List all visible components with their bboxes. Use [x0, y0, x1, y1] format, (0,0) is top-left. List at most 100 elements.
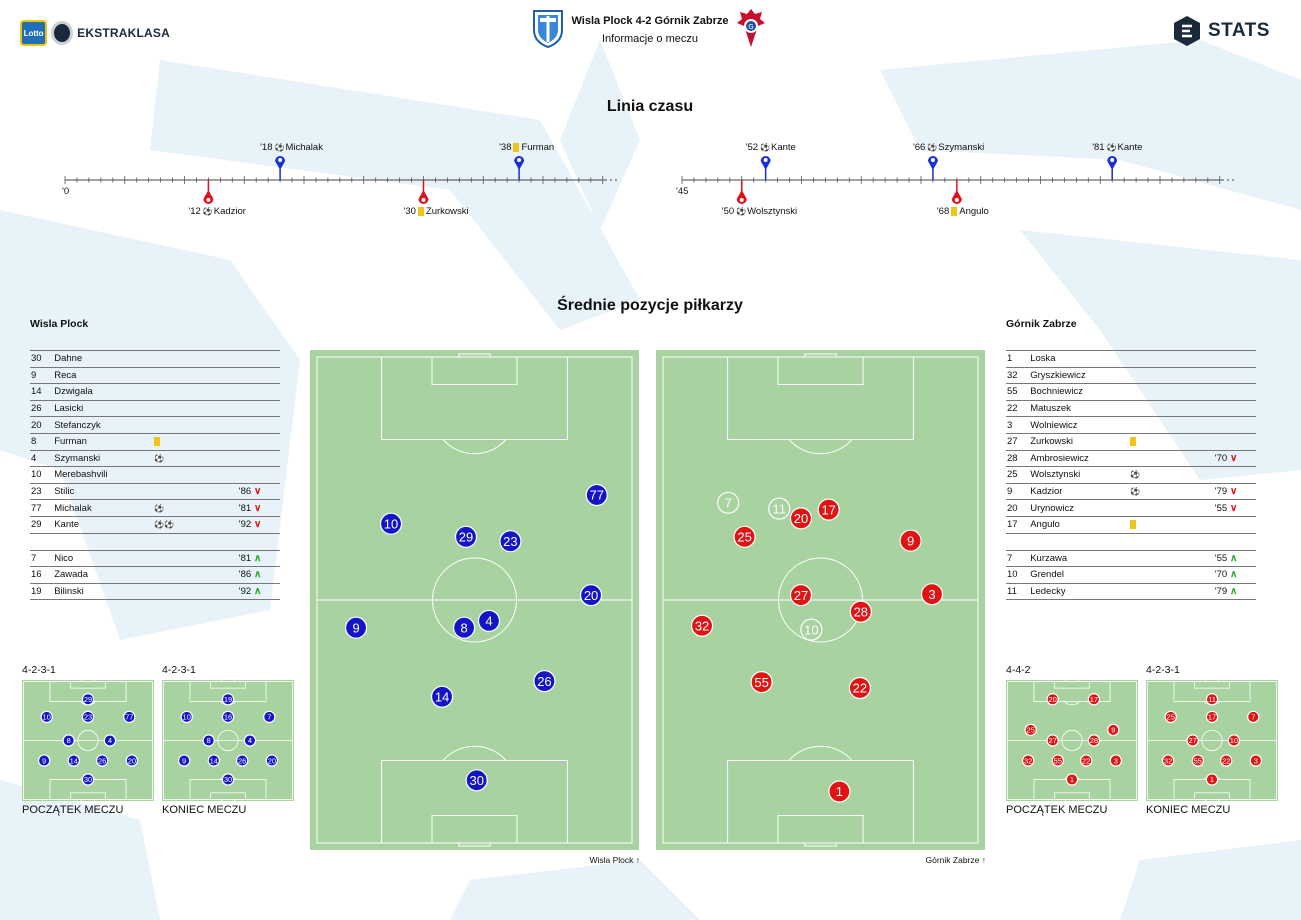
- player-marker[interactable]: 22: [1079, 754, 1093, 767]
- roster-row[interactable]: 10 Merebashvili: [30, 466, 280, 484]
- player-marker[interactable]: 7: [263, 710, 276, 724]
- roster-row[interactable]: 10 Grendel '70 ∧: [1006, 566, 1256, 584]
- player-marker[interactable]: 32: [1161, 754, 1175, 767]
- player-marker[interactable]: 17: [1205, 710, 1219, 724]
- player-marker[interactable]: 4: [243, 734, 257, 747]
- player-marker[interactable]: 10: [1227, 734, 1241, 747]
- roster-row[interactable]: 23 Stilic '86 ∨: [30, 483, 280, 501]
- player-marker[interactable]: 26: [533, 670, 556, 693]
- roster-row[interactable]: 17 Angulo: [1006, 516, 1256, 534]
- player-marker[interactable]: 25: [1164, 710, 1177, 724]
- player-marker[interactable]: 26: [235, 754, 249, 767]
- player-marker[interactable]: 17: [1087, 693, 1101, 706]
- player-marker[interactable]: 20: [265, 754, 279, 767]
- player-marker[interactable]: 22: [1219, 754, 1233, 767]
- roster-row[interactable]: 16 Zawada '86 ∧: [30, 566, 280, 584]
- estats-logo[interactable]: STATS: [1172, 14, 1282, 48]
- player-marker[interactable]: 30: [221, 773, 235, 786]
- roster-row[interactable]: 19 Bilinski '92 ∧: [30, 583, 280, 601]
- roster-row[interactable]: 3 Wolniewicz: [1006, 416, 1256, 434]
- roster-row[interactable]: 26 Lasicki: [30, 400, 280, 418]
- player-marker[interactable]: 14: [430, 685, 454, 708]
- player-marker[interactable]: 55: [1191, 754, 1205, 767]
- player-marker[interactable]: 20: [1046, 693, 1059, 706]
- player-marker[interactable]: 17: [817, 498, 840, 521]
- timeline-event-marker[interactable]: [203, 180, 214, 204]
- roster-row[interactable]: 29 Kante ⚽⚽ '92 ∨: [30, 516, 280, 534]
- player-marker[interactable]: 23: [81, 710, 95, 724]
- timeline-event-marker[interactable]: [736, 180, 747, 204]
- roster-row[interactable]: 8 Furman: [30, 433, 280, 451]
- player-marker[interactable]: 30: [81, 773, 95, 786]
- player-marker[interactable]: 9: [177, 754, 191, 767]
- player-marker[interactable]: 32: [1021, 754, 1035, 767]
- player-marker[interactable]: 23: [499, 530, 522, 553]
- player-marker[interactable]: 1: [1065, 773, 1079, 786]
- timeline-event-marker[interactable]: [927, 156, 938, 180]
- player-marker[interactable]: 28: [849, 600, 872, 623]
- player-marker[interactable]: 3: [1109, 754, 1123, 767]
- player-marker[interactable]: 29: [81, 693, 95, 706]
- player-marker[interactable]: 10: [40, 710, 53, 724]
- roster-row[interactable]: 20 Urynowicz '55 ∨: [1006, 499, 1256, 517]
- player-marker[interactable]: 7: [1247, 710, 1260, 724]
- roster-row[interactable]: 22 Matuszek: [1006, 400, 1256, 418]
- timeline-event-marker[interactable]: [418, 180, 429, 204]
- timeline-event-marker[interactable]: [1107, 156, 1118, 180]
- roster-row[interactable]: 32 Gryszkiewicz: [1006, 367, 1256, 385]
- roster-row[interactable]: 9 Reca: [30, 367, 280, 385]
- roster-row[interactable]: 25 Wolsztynski ⚽: [1006, 466, 1256, 484]
- roster-row[interactable]: 28 Ambrosiewicz '70 ∨: [1006, 450, 1256, 468]
- player-marker[interactable]: 10: [379, 512, 403, 535]
- roster-row[interactable]: 77 Michalak ⚽ '81 ∨: [30, 499, 280, 517]
- player-marker[interactable]: 4: [103, 734, 117, 747]
- player-marker[interactable]: 9: [1107, 723, 1120, 737]
- roster-row[interactable]: 7 Kurzawa '55 ∧: [1006, 549, 1256, 568]
- roster-row[interactable]: 4 Szymanski ⚽: [30, 450, 280, 468]
- player-marker[interactable]: 27: [1186, 734, 1199, 747]
- roster-row[interactable]: 55 Bochniewicz: [1006, 383, 1256, 401]
- player-marker[interactable]: 26: [95, 754, 109, 767]
- player-marker[interactable]: 19: [221, 693, 235, 706]
- roster-row[interactable]: 27 Zurkowski: [1006, 433, 1256, 451]
- player-marker[interactable]: 77: [585, 483, 608, 507]
- player-marker[interactable]: 4: [477, 609, 501, 632]
- timeline-event-marker[interactable]: [275, 156, 286, 180]
- player-marker[interactable]: 32: [690, 614, 714, 637]
- player-marker[interactable]: 20: [125, 754, 139, 767]
- player-marker[interactable]: 30: [465, 769, 488, 792]
- player-marker[interactable]: 28: [1087, 734, 1101, 747]
- player-marker[interactable]: 22: [848, 676, 871, 700]
- player-marker[interactable]: 10: [180, 710, 193, 724]
- roster-row[interactable]: 30 Dahne: [30, 350, 280, 368]
- player-marker[interactable]: 9: [899, 529, 922, 552]
- player-marker[interactable]: 1: [828, 780, 851, 803]
- player-marker[interactable]: 27: [1046, 734, 1059, 747]
- player-marker[interactable]: 3: [1249, 754, 1263, 767]
- player-marker[interactable]: 7: [717, 491, 740, 514]
- player-marker[interactable]: 14: [67, 754, 81, 767]
- player-marker[interactable]: 16: [221, 710, 235, 724]
- ekstraklasa-logo[interactable]: Lotto EKSTRAKLASA: [20, 18, 170, 48]
- player-marker[interactable]: 9: [37, 754, 51, 767]
- player-marker[interactable]: 8: [453, 616, 476, 639]
- player-marker[interactable]: 29: [454, 525, 478, 548]
- player-marker[interactable]: 11: [768, 497, 791, 520]
- player-marker[interactable]: 25: [733, 525, 756, 548]
- roster-row[interactable]: 20 Stefanczyk: [30, 416, 280, 434]
- timeline-event-marker[interactable]: [951, 180, 962, 204]
- player-marker[interactable]: 9: [344, 616, 368, 639]
- player-marker[interactable]: 25: [1024, 723, 1037, 737]
- player-marker[interactable]: 27: [789, 584, 813, 607]
- player-marker[interactable]: 3: [920, 583, 944, 606]
- player-marker[interactable]: 55: [750, 671, 773, 694]
- roster-row[interactable]: 14 Dzwigala: [30, 383, 280, 401]
- player-marker[interactable]: 8: [62, 734, 75, 747]
- timeline-event-marker[interactable]: [760, 156, 771, 180]
- player-marker[interactable]: 14: [207, 754, 221, 767]
- player-marker[interactable]: 20: [579, 584, 603, 607]
- player-marker[interactable]: 77: [123, 710, 136, 724]
- player-marker[interactable]: 20: [789, 507, 813, 530]
- player-marker[interactable]: 11: [1205, 693, 1219, 706]
- timeline-event-marker[interactable]: [514, 156, 525, 180]
